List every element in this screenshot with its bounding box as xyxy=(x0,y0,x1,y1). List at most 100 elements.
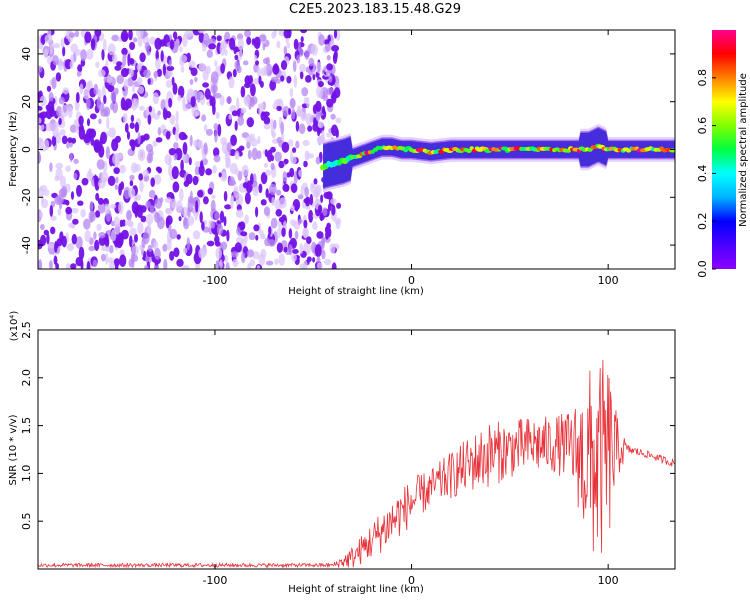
colorbar-label: Normalized spectral amplitude xyxy=(738,73,749,227)
spectrogram-noise-blob xyxy=(234,150,240,160)
spectrogram-noise-blob xyxy=(188,60,196,68)
snr-xtick-label: 100 xyxy=(598,574,619,587)
spectrogram-noise-blob xyxy=(106,117,110,130)
spectrogram-ytick-label: 0 xyxy=(20,146,33,153)
spectrogram-noise-blob xyxy=(286,30,292,39)
snr-ytick-label: 1.0 xyxy=(20,465,33,483)
spectrogram-noise-blob xyxy=(73,172,78,180)
spectrogram-noise-blob xyxy=(152,140,158,147)
spectrogram-noise-blob xyxy=(116,74,124,85)
spectrogram-noise-blob xyxy=(113,216,120,228)
spectrogram-noise-blob xyxy=(100,253,106,262)
spectrogram-noise-blob xyxy=(179,46,183,53)
spectrogram-noise-blob xyxy=(128,30,133,41)
spectrogram-noise-blob xyxy=(303,260,308,269)
spectrogram-noise-blob xyxy=(57,208,62,216)
spectrogram-noise-blob xyxy=(100,131,107,145)
spectrogram-noise-blob xyxy=(38,259,43,269)
spectrogram-noise-blob xyxy=(313,185,321,198)
spectrogram-noise-blob xyxy=(189,134,193,147)
spectrogram-noise-blob xyxy=(176,234,181,240)
spectrogram-noise-blob xyxy=(253,78,261,85)
spectrogram-noise-blob xyxy=(313,178,318,185)
spectrogram-noise-blob xyxy=(328,74,333,83)
spectrogram-noise-blob xyxy=(69,60,74,70)
spectrogram-noise-blob xyxy=(145,200,151,210)
spectrogram-noise-blob xyxy=(318,34,325,46)
spectrogram-noise-blob xyxy=(106,76,113,84)
spectrogram-noise-blob xyxy=(42,45,50,57)
spectrogram-noise-blob xyxy=(322,95,329,101)
spectrogram-noise-blob xyxy=(247,149,252,160)
spectrogram-noise-blob xyxy=(263,123,271,130)
spectrogram-noise-blob xyxy=(236,97,240,110)
spectrogram-noise-blob xyxy=(203,196,209,205)
spectrogram-noise-blob xyxy=(98,202,106,214)
spectrogram-noise-blob xyxy=(140,215,147,223)
spectrogram-noise-blob xyxy=(164,197,172,204)
spectrogram-noise-blob xyxy=(185,103,193,109)
spectrogram-noise-blob xyxy=(116,61,123,67)
spectrogram-noise-blob xyxy=(207,187,213,195)
spectrogram-noise-blob xyxy=(157,110,161,116)
spectrogram-noise-blob xyxy=(179,188,184,202)
spectrogram-noise-blob xyxy=(70,263,77,269)
spectrogram-noise-blob xyxy=(214,240,221,247)
spectrogram-noise-blob xyxy=(280,132,285,142)
spectrogram-noise-blob xyxy=(167,70,173,77)
spectrogram-noise-blob xyxy=(142,169,149,177)
spectrogram-noise-blob xyxy=(279,197,287,209)
snr-xtick-label: -100 xyxy=(202,574,227,587)
spectrogram-noise-blob xyxy=(237,33,244,40)
spectrogram-noise-blob xyxy=(305,196,311,207)
spectrogram-noise-blob xyxy=(168,59,172,68)
spectrogram-noise-blob xyxy=(195,200,199,213)
spectrogram-noise-blob xyxy=(100,109,109,117)
spectrogram-noise-blob xyxy=(136,63,142,72)
spectrogram-noise-blob xyxy=(240,107,247,114)
spectrogram-noise-blob xyxy=(86,261,91,269)
spectrogram-noise-blob xyxy=(38,42,44,50)
spectrogram-noise-blob xyxy=(62,87,69,95)
spectrogram-noise-blob xyxy=(107,85,115,93)
spectrogram-noise-blob xyxy=(276,242,283,253)
spectrogram-noise-blob xyxy=(40,224,45,230)
spectrogram-noise-blob xyxy=(39,185,48,192)
spectrogram-noise-blob xyxy=(70,191,75,200)
spectrogram-noise-blob xyxy=(312,73,316,81)
spectrogram-noise-blob xyxy=(276,228,281,239)
spectrogram-noise-blob xyxy=(240,86,246,98)
spectrogram-noise-blob xyxy=(172,181,180,193)
spectrogram-noise-blob xyxy=(187,215,195,226)
spectrogram-noise-blob xyxy=(312,62,316,75)
spectrogram-noise-blob xyxy=(260,111,266,121)
spectrogram-noise-blob xyxy=(138,173,144,181)
spectrogram-noise-blob xyxy=(203,124,208,132)
spectrogram-noise-blob xyxy=(332,52,338,64)
colorbar-gradient xyxy=(712,30,736,269)
spectrogram-noise-blob xyxy=(204,88,211,100)
spectrogram-noise-blob xyxy=(143,69,151,78)
spectrogram-noise-blob xyxy=(263,162,269,168)
spectrogram-noise-blob xyxy=(219,95,225,106)
spectrogram-noise-blob xyxy=(308,69,314,76)
spectrogram-noise-blob xyxy=(290,156,297,165)
spectrogram-noise-blob xyxy=(316,256,321,265)
spectrogram-noise-blob xyxy=(324,258,332,266)
spectrogram-noise-blob xyxy=(61,185,68,198)
spectrogram-noise-blob xyxy=(84,229,91,243)
spectrogram-noise-blob xyxy=(60,37,65,48)
spectrogram-noise xyxy=(38,30,342,269)
spectrogram-noise-blob xyxy=(38,117,42,124)
spectrogram-noise-blob xyxy=(110,102,115,111)
spectrogram-noise-blob xyxy=(263,65,267,77)
spectrogram-noise-blob xyxy=(65,165,71,172)
spectrogram-noise-blob xyxy=(219,259,223,269)
spectrogram-noise-blob xyxy=(314,244,322,258)
spectrogram-noise-blob xyxy=(316,231,324,239)
spectrogram-noise-blob xyxy=(75,122,80,134)
spectrogram-noise-blob xyxy=(190,95,196,108)
snr-ytick-label: 2.5 xyxy=(20,321,33,339)
spectrogram-noise-blob xyxy=(77,64,83,73)
